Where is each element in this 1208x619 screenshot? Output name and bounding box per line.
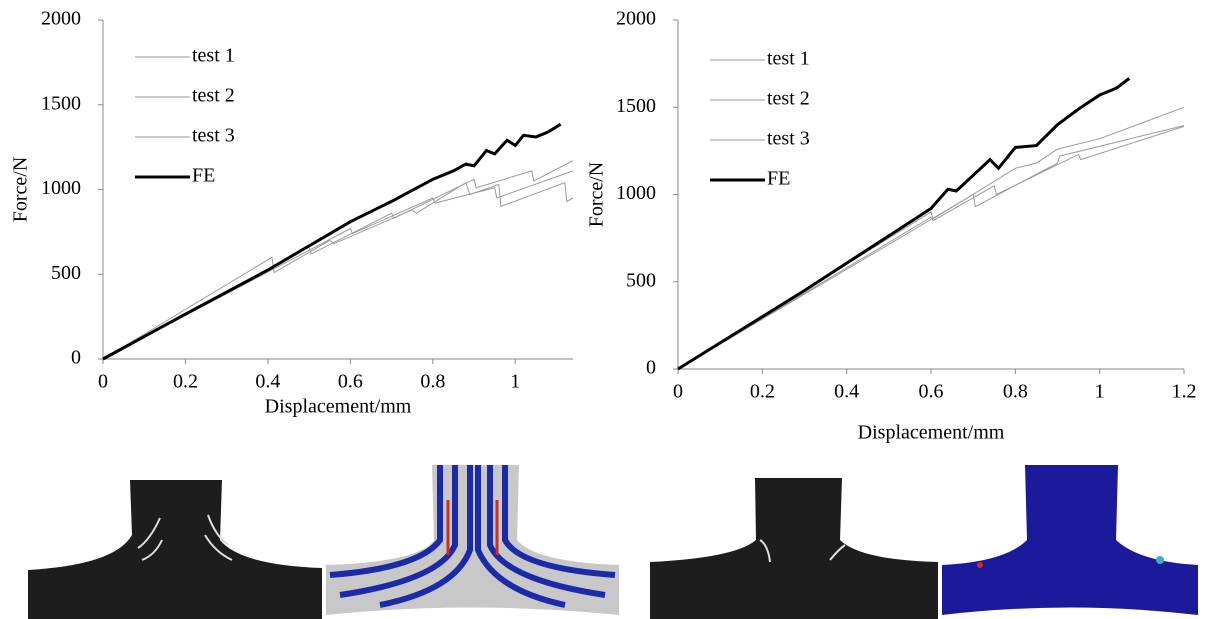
x-tick-label: 1 <box>1095 381 1105 403</box>
x-axis-label: Displacement/mm <box>858 422 1005 444</box>
legend-label: test 3 <box>767 128 810 150</box>
y-tick-label: 1500 <box>41 92 81 114</box>
legend-label: FE <box>767 168 790 190</box>
x-tick-label: 0 <box>673 381 683 403</box>
y-tick-label: 0 <box>646 357 656 379</box>
x-tick-label: 0 <box>98 371 108 393</box>
fe-damage-map <box>942 465 1198 615</box>
series-line <box>102 160 574 360</box>
y-tick-label: 2000 <box>616 8 656 30</box>
x-tick-label: 1.2 <box>1172 381 1197 403</box>
fe-damage-map <box>326 465 619 615</box>
y-axis-label: Force/N <box>10 157 32 223</box>
x-tick-label: 0.8 <box>1003 381 1028 403</box>
x-axis-label: Displacement/mm <box>265 396 412 418</box>
legend-label: test 2 <box>767 88 810 110</box>
y-axis-label: Force/N <box>586 162 608 228</box>
legend-label: test 3 <box>192 125 235 147</box>
x-tick-label: 0.8 <box>420 371 445 393</box>
series-line <box>677 77 1131 371</box>
series-line <box>677 125 1185 370</box>
y-tick-label: 1000 <box>616 182 656 204</box>
series-line <box>102 122 562 361</box>
x-tick-label: 0.4 <box>255 371 280 393</box>
y-tick-label: 500 <box>626 269 656 291</box>
series-line <box>102 181 574 360</box>
x-tick-label: 0.2 <box>750 381 775 403</box>
y-tick-label: 0 <box>71 347 81 369</box>
series-line <box>677 106 1185 370</box>
specimen-photo <box>650 478 938 619</box>
x-tick-label: 0.6 <box>919 381 944 403</box>
series-line <box>102 170 574 360</box>
y-tick-label: 500 <box>51 262 81 284</box>
legend-label: test 1 <box>767 48 810 70</box>
specimen-photo <box>28 480 322 619</box>
y-tick-label: 1000 <box>41 177 81 199</box>
x-tick-label: 0.2 <box>173 371 198 393</box>
legend-label: FE <box>192 165 215 187</box>
x-tick-label: 1 <box>510 371 520 393</box>
legend-label: test 1 <box>192 45 235 67</box>
x-tick-label: 0.6 <box>338 371 363 393</box>
y-tick-label: 1500 <box>616 95 656 117</box>
legend-label: test 2 <box>192 85 235 107</box>
series-line <box>677 125 1185 370</box>
y-tick-label: 2000 <box>41 8 81 30</box>
x-tick-label: 0.4 <box>834 381 859 403</box>
